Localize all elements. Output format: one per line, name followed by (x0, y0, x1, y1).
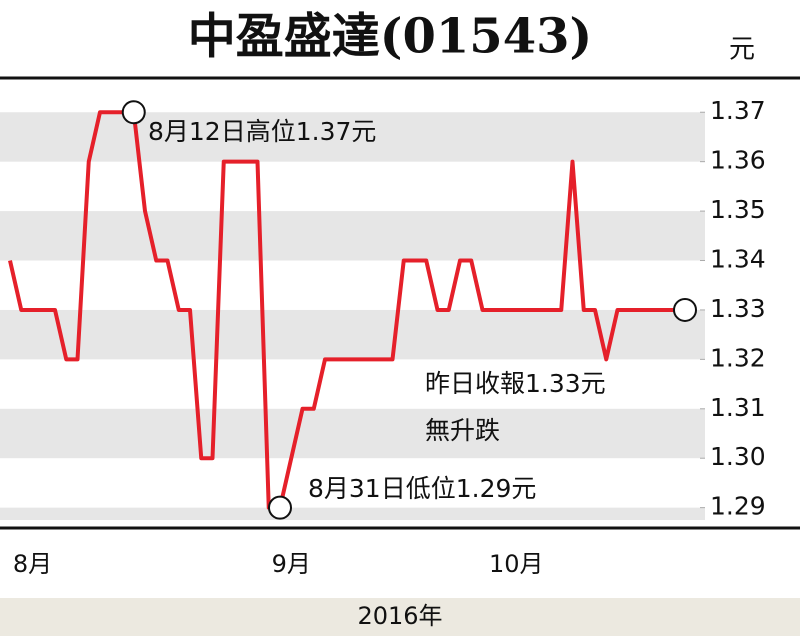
band (0, 112, 705, 162)
annotation: 8月12日高位1.37元 (148, 117, 376, 146)
marker (121, 100, 146, 125)
annotation: 無升跌 (425, 416, 500, 445)
x-tick-label: 9月 (272, 550, 311, 578)
y-tick-label: 1.35 (710, 195, 766, 224)
y-tick-label: 1.31 (710, 393, 766, 422)
y-tick-label: 1.29 (710, 492, 766, 521)
y-tick-label: 1.37 (710, 96, 766, 125)
annotation: 8月31日低位1.29元 (308, 474, 536, 503)
x-axis-label: 2016年 (357, 602, 442, 630)
x-tick-label: 10月 (489, 550, 544, 578)
marker (673, 297, 697, 322)
band (0, 507, 705, 520)
y-tick-label: 1.30 (710, 442, 766, 471)
y-tick-label: 1.32 (710, 343, 766, 372)
band (0, 309, 705, 360)
footer-band (0, 598, 800, 636)
band (0, 211, 705, 261)
y-tick-label: 1.33 (710, 294, 766, 323)
y-tick-label: 1.34 (710, 245, 766, 274)
chart-title: 中盈盛達(01543) (188, 9, 592, 65)
marker (268, 495, 292, 520)
annotation: 昨日收報1.33元 (425, 369, 606, 398)
y-axis-label: 元 (729, 35, 755, 65)
y-tick-label: 1.36 (710, 146, 766, 175)
band (0, 408, 705, 459)
x-tick-label: 8月 (13, 550, 52, 578)
